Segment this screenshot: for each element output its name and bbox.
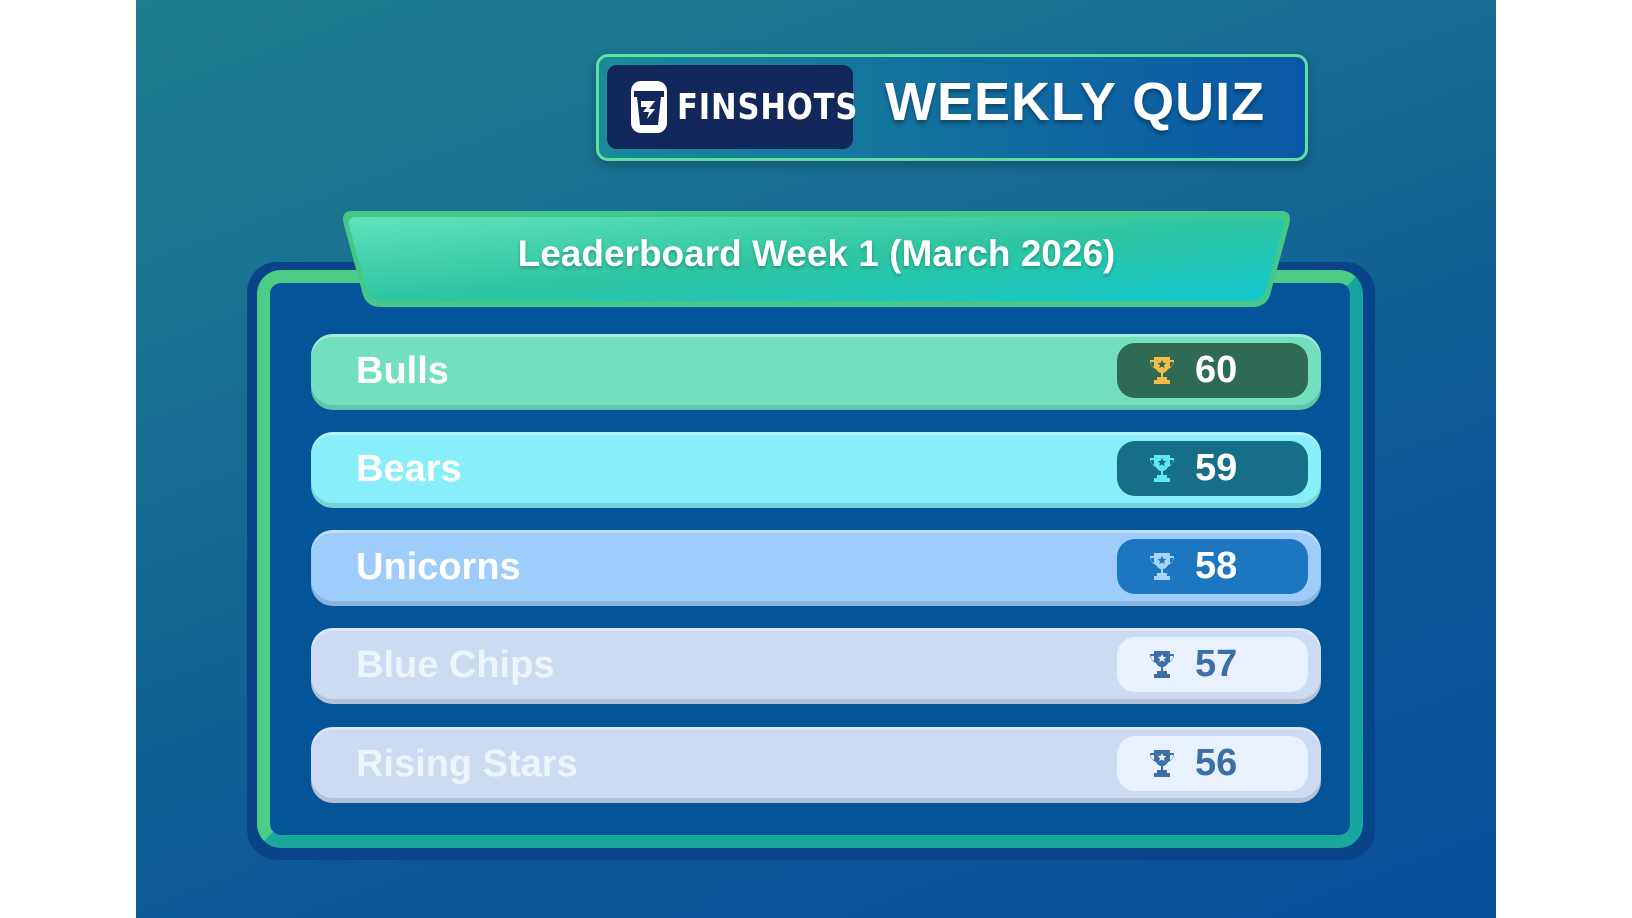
score-badge: 56 (1117, 736, 1308, 791)
trophy-icon (1150, 749, 1174, 777)
team-score: 60 (1195, 349, 1238, 391)
trophy-icon (1150, 650, 1174, 678)
finshots-logo: FINSHOTS (607, 65, 857, 149)
brand-name: FINSHOTS (677, 86, 859, 128)
score-badge: 59 (1117, 441, 1308, 496)
quiz-slide: FINSHOTS WEEKLY QUIZ Leaderboard Week 1 … (136, 0, 1496, 918)
leaderboard-row: Blue Chips 57 (311, 628, 1321, 704)
score-badge: 57 (1117, 637, 1308, 692)
trophy-icon (1150, 552, 1174, 580)
team-score: 56 (1195, 742, 1238, 784)
leaderboard-row: Bulls 60 (311, 334, 1321, 410)
finshots-cup-icon (631, 81, 667, 133)
team-name: Unicorns (356, 546, 521, 588)
page-title: WEEKLY QUIZ (885, 72, 1266, 132)
team-name: Blue Chips (356, 644, 555, 686)
score-badge: 58 (1117, 539, 1308, 594)
team-score: 57 (1195, 643, 1238, 685)
trophy-icon (1150, 356, 1174, 384)
team-name: Bulls (356, 350, 449, 392)
leaderboard-title: Leaderboard Week 1 (March 2026) (517, 233, 1116, 274)
leaderboard-row: Unicorns 58 (311, 530, 1321, 606)
leaderboard-banner: Leaderboard Week 1 (March 2026) (340, 211, 1293, 307)
team-name: Rising Stars (356, 743, 578, 785)
header-banner: FINSHOTS WEEKLY QUIZ (596, 54, 1308, 161)
team-name: Bears (356, 448, 462, 490)
leaderboard-row: Rising Stars 56 (311, 727, 1321, 803)
score-badge: 60 (1117, 343, 1308, 398)
trophy-icon (1150, 454, 1174, 482)
team-score: 59 (1195, 447, 1238, 489)
leaderboard-row: Bears 59 (311, 432, 1321, 508)
team-score: 58 (1195, 545, 1238, 587)
